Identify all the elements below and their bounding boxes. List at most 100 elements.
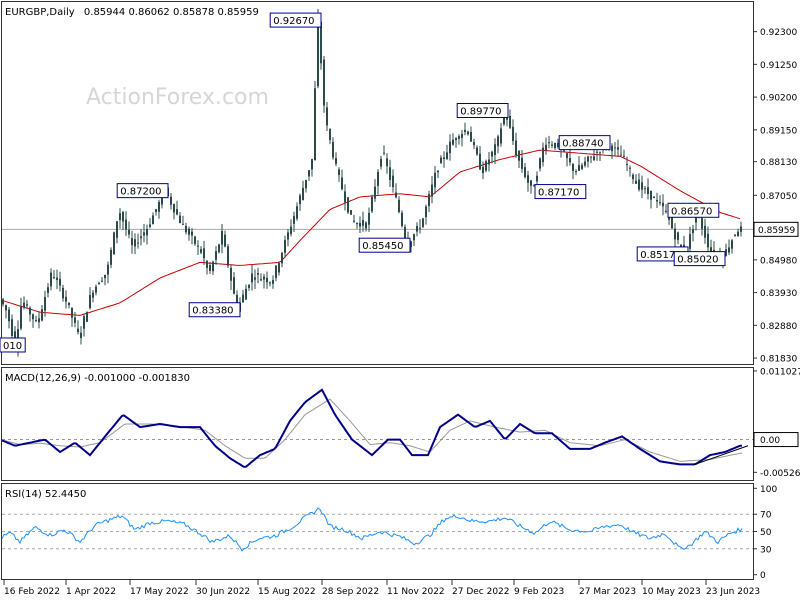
candle-body: [572, 163, 574, 171]
price-callout-label: 0.87170: [538, 188, 579, 199]
candle-body: [278, 263, 280, 273]
price-tick-label: 0.88130: [760, 158, 797, 168]
price-tick-label: 0.91250: [760, 61, 797, 71]
candle-body: [53, 277, 55, 279]
price-callout-label: 0.92670: [273, 16, 314, 27]
candle-body: [359, 222, 361, 227]
candle-body: [224, 234, 226, 247]
candle-body: [362, 219, 364, 226]
candle-body: [287, 232, 289, 240]
candle-body: [32, 314, 34, 320]
candle-body: [476, 147, 478, 155]
candle-body: [86, 312, 88, 322]
candle-body: [185, 226, 187, 233]
candle-body: [131, 238, 133, 246]
symbol-label: EURGBP,Daily: [5, 7, 75, 18]
candle-body: [470, 131, 472, 142]
candle-body: [227, 246, 229, 266]
candle-body: [143, 232, 145, 236]
candle-body: [113, 232, 115, 255]
candle-body: [620, 154, 622, 156]
candle-body: [695, 216, 697, 223]
candle-body: [314, 88, 316, 161]
price-tick-label: 0.84980: [760, 256, 797, 266]
price-callout-box: [534, 184, 587, 200]
date-tick-label: 15 Aug 2022: [258, 587, 316, 597]
candle-body: [38, 318, 40, 323]
candle-body: [98, 283, 100, 285]
candle-body: [452, 139, 454, 145]
candle-body: [545, 144, 547, 151]
candle-body: [353, 220, 355, 222]
candle-body: [377, 172, 379, 186]
candle-body: [590, 156, 592, 158]
price-callout-box: [673, 251, 726, 267]
candle-body: [20, 306, 22, 329]
price-callout-box: [358, 237, 411, 253]
candle-body: [494, 144, 496, 155]
ohlc-values: 0.85944 0.86062 0.85878 0.85959: [84, 7, 259, 18]
macd-line: [1, 388, 742, 468]
candle-body: [392, 175, 394, 188]
candle-body: [203, 248, 205, 259]
candle-body: [734, 234, 736, 236]
candle-body: [551, 144, 553, 146]
candle-body: [101, 280, 103, 282]
candle-body: [74, 317, 76, 323]
price-callout-label: 0.85170: [640, 250, 681, 261]
candle-body: [557, 142, 559, 147]
macd-tick-label: -0.005267: [760, 469, 800, 479]
candle-body: [536, 175, 538, 182]
candle-body: [617, 147, 619, 150]
candle-body: [83, 316, 85, 329]
candle-body: [464, 129, 466, 133]
candle-body: [221, 230, 223, 245]
price-callout-label: 010: [3, 341, 22, 352]
candle-body: [623, 155, 625, 157]
candle-body: [128, 229, 130, 235]
date-tick-label: 10 May 2023: [642, 587, 701, 597]
candle-body: [587, 156, 589, 162]
macd-zero-box: [753, 432, 799, 448]
candle-body: [386, 158, 388, 167]
price-callout-box: [667, 202, 720, 218]
candle-body: [230, 267, 232, 281]
candle-body: [26, 304, 28, 306]
candle-body: [473, 142, 475, 146]
candle-body: [77, 328, 79, 333]
candle-body: [566, 153, 568, 159]
candle-body: [458, 136, 460, 139]
candle-body: [179, 215, 181, 224]
date-tick-label: 17 May 2022: [130, 587, 189, 597]
candle-body: [152, 215, 154, 225]
candle-body: [524, 167, 526, 178]
candle-body: [530, 180, 532, 186]
candle-body: [248, 284, 250, 288]
rsi-axis: 100 70 50 30 0: [2, 485, 777, 581]
rsi-tick-label: 0: [760, 571, 766, 581]
macd-title: MACD(12,26,9) -0.001000 -0.001830: [5, 373, 190, 384]
candle-body: [596, 151, 598, 153]
candle-body: [266, 277, 268, 283]
candle-body: [728, 247, 730, 253]
candle-body: [212, 261, 214, 272]
candle-body: [641, 182, 643, 190]
candle-body: [188, 228, 190, 235]
price-callout-label: 0.86570: [671, 206, 712, 217]
candle-body: [254, 277, 256, 280]
candle-body: [434, 172, 436, 188]
candle-body: [404, 226, 406, 240]
candle-body: [290, 226, 292, 234]
candle-body: [614, 147, 616, 149]
candle-body: [398, 199, 400, 212]
candle-body: [134, 239, 136, 247]
candle-body: [479, 153, 481, 170]
price-tick-label: 0.87050: [760, 192, 797, 202]
candle-body: [440, 157, 442, 164]
candle-body: [302, 187, 304, 200]
candle-body: [275, 265, 277, 278]
candle-body: [395, 192, 397, 198]
rsi-line: [1, 507, 743, 552]
candle-body: [488, 159, 490, 165]
price-callout-label: 0.89770: [460, 107, 501, 118]
